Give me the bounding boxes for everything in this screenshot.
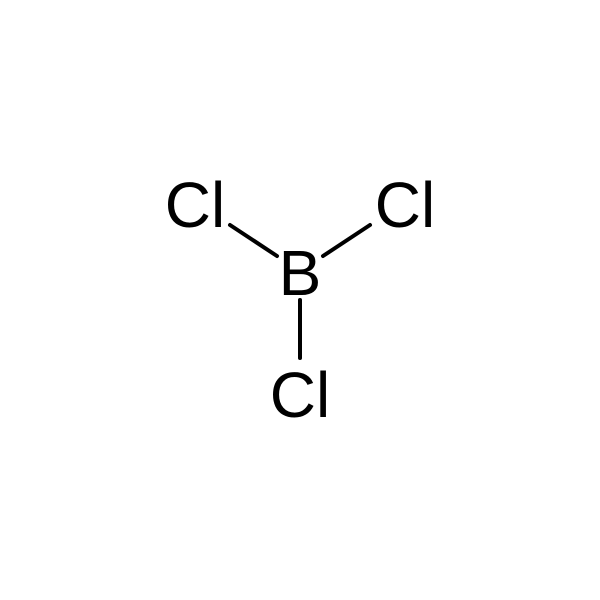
molecule-diagram: B Cl Cl Cl	[0, 0, 600, 600]
atom-label-cl-lower: Cl	[270, 359, 330, 431]
bond-b-cl-upper-left	[230, 225, 277, 256]
atom-label-cl-upper-left: Cl	[165, 169, 225, 241]
atom-label-cl-upper-right: Cl	[375, 169, 435, 241]
atom-label-b: B	[279, 237, 322, 309]
bond-b-cl-upper-right	[323, 225, 370, 256]
